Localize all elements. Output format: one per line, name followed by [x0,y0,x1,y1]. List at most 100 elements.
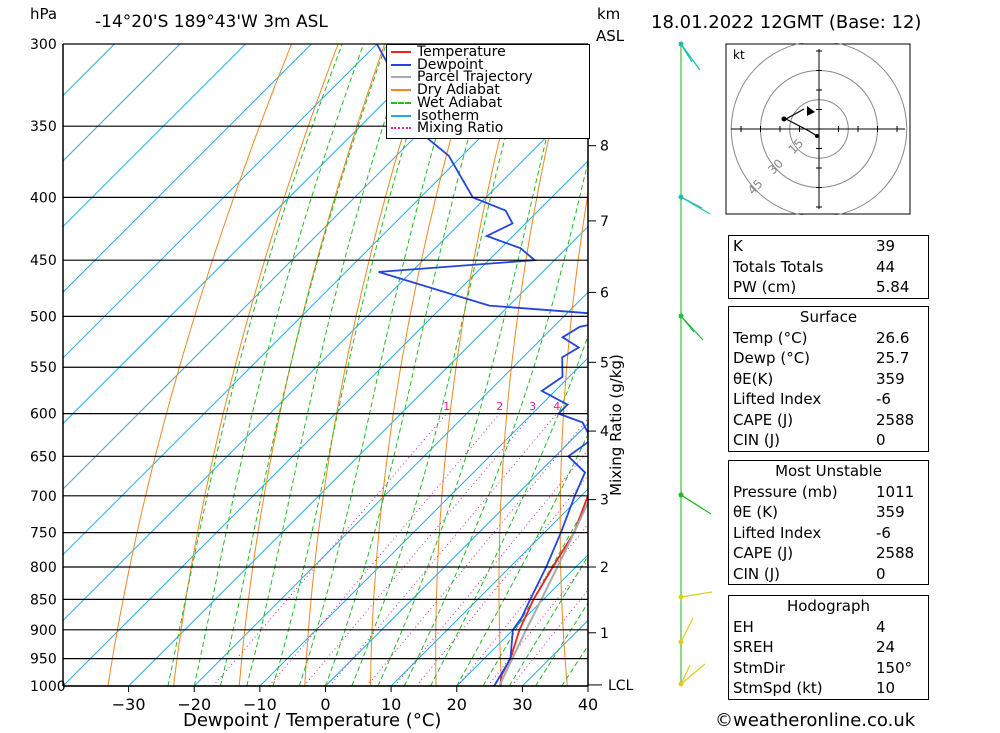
legend-item: Temperature [391,45,506,59]
wind-barb [680,664,691,685]
wind-profile [678,41,713,687]
legend-item: Dewpoint [391,56,484,73]
km-tick-label: 3 [600,493,609,509]
isotherm-line [193,291,588,686]
index-value: 359 [872,502,929,523]
index-value: 2588 [872,409,929,430]
pressure-tick-label: 500 [30,309,57,325]
series-dewpoint [376,44,588,686]
mixing-ratio-line [457,523,588,686]
wet-adiabat-line [193,44,365,686]
km-tick-label: 1 [600,626,609,642]
lcl-label: LCL [608,678,634,694]
table-title: Most Unstable [728,460,929,482]
date-title: 18.01.2022 12GMT (Base: 12) [651,12,922,33]
wind-barb [680,663,706,685]
mixing-ratio-line [303,413,533,686]
table-title-row: Surface [728,306,929,328]
legend-label: Dry Adiabat [417,82,500,99]
mixing-ratio-line [268,413,501,686]
wind-barb [680,617,694,643]
right-axis-label: Mixing Ratio (g/kg) [607,354,625,496]
index-label: K [728,235,872,257]
mixing-ratio-label: 3 [529,400,536,413]
wet-adiabat-line [246,44,411,686]
index-row: θE (K) 359 [728,502,929,523]
wind-barb [680,196,703,209]
isotherm-line [325,422,588,686]
dry-adiabat-line [989,44,1000,686]
isotherm-line [456,554,588,686]
hodo-unit-label: kt [733,48,745,62]
isotherm-line [63,44,443,425]
index-row: Totals Totals 44 [728,256,929,277]
isotherm-line [63,160,588,686]
index-value: -6 [872,522,929,543]
table-title: Surface [728,306,929,328]
wet-adiabat-line [403,159,588,686]
index-table: K 39 Totals Totals 44 PW (cm) 5.84 [728,235,929,299]
storm-motion-marker [807,106,815,116]
pressure-tick-label: 600 [30,407,57,423]
x-tick-label: −30 [112,695,146,714]
legend-item: Dry Adiabat [391,82,500,99]
km-tick-label: 5 [600,355,609,371]
index-label: θE(K) [728,368,872,389]
index-value: 10 [872,678,929,700]
wet-adiabat-line [167,44,343,686]
legend-swatch [391,127,411,130]
pressure-tick-label: 300 [30,37,57,53]
hodo-top-marker [781,116,787,122]
pressure-tick-label: 550 [30,360,57,376]
index-label: StmSpd (kt) [728,678,872,700]
legend-label: Dewpoint [417,56,484,73]
isotherm-line [63,44,181,162]
wet-adiabat-line [377,44,571,686]
legend: Temperature Dewpoint Parcel Trajectory Dry … [386,44,590,139]
index-label: Dewp (°C) [728,348,872,369]
index-value: 5.84 [872,277,929,299]
isotherm-line [63,44,115,97]
asl-label: ASL [596,27,625,45]
wind-barb [680,591,713,598]
mixing-ratio-line [329,413,558,686]
index-row: Lifted Index -6 [728,389,929,410]
isotherm-line [63,44,312,293]
mixing-ratio-label: 2 [496,400,503,413]
x-tick-label: 40 [578,695,598,714]
legend-swatch [391,63,411,66]
series-parcel-trajectory [498,500,588,686]
index-row: K 39 [728,235,929,257]
index-row: StmDir 150° [728,657,929,678]
mixing-ratio-line [487,559,588,686]
x-tick-label: 0 [320,695,330,714]
index-row: Pressure (mb) 1011 [728,481,929,502]
index-row: θE(K) 359 [728,368,929,389]
index-label: Lifted Index [728,522,872,543]
legend-swatch [391,51,411,53]
x-axis-label: Dewpoint / Temperature (°C) [183,710,442,731]
index-row: CAPE (J) 2588 [728,543,929,564]
wind-barb [680,43,693,63]
dry-adiabat-line [940,44,1000,686]
legend-swatch [391,89,411,92]
wind-barb [680,494,704,510]
index-row: CAPE (J) 2588 [728,409,929,430]
x-tick-label: 10 [381,695,401,714]
legend-label: Mixing Ratio [417,120,504,137]
index-value: 150° [872,657,929,678]
x-tick-label: −10 [243,695,277,714]
isotherm-line [63,44,378,359]
sounding-series [376,44,588,686]
legend-label: Wet Adiabat [417,94,503,111]
index-value: 4 [872,616,929,637]
km-tick-label: 7 [600,214,609,230]
most-unstable-table: Most Unstable Pressure (mb) 1011 θE (K) 359 L… [728,460,929,585]
legend-label: Parcel Trajectory [417,69,533,86]
isotherm-line [63,94,588,622]
index-value: 2588 [872,543,929,564]
km-tick-label: 6 [600,285,609,301]
index-label: Lifted Index [728,389,872,410]
isotherm-line [259,357,588,686]
